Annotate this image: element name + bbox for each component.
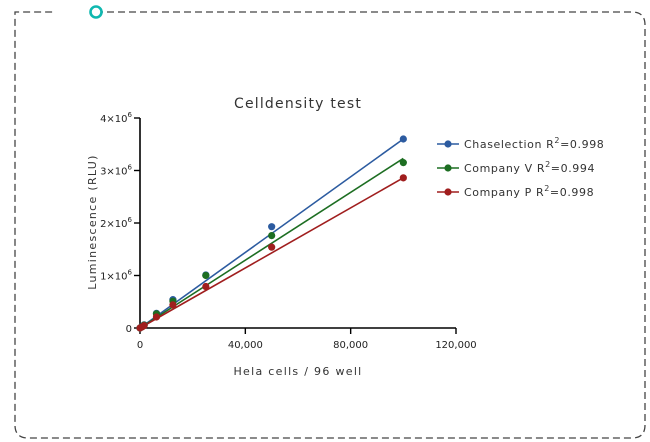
- legend-marker: [444, 188, 452, 196]
- data-point: [152, 313, 161, 321]
- x-tick-label: 120,000: [435, 340, 476, 351]
- legend-marker: [444, 140, 452, 148]
- legend-label: Company P R2=0.998: [464, 184, 594, 199]
- data-point: [169, 301, 177, 309]
- data-point: [399, 174, 407, 182]
- y-axis-title: Luminescence (RLU): [86, 154, 99, 290]
- dashed-border: [14, 11, 646, 439]
- legend-label: Company V R2=0.994: [464, 160, 595, 175]
- x-tick-label: 40,000: [228, 340, 263, 351]
- data-point: [268, 243, 276, 251]
- legend: Chaselection R2=0.998 Company V R2=0.994 C…: [437, 136, 604, 199]
- frame-start-marker-icon: [89, 5, 103, 19]
- data-point: [268, 223, 276, 231]
- x-axis-title: Hela cells / 96 well: [233, 365, 362, 378]
- legend-marker: [444, 164, 452, 172]
- fit-line: [139, 157, 404, 329]
- data-point: [202, 282, 210, 291]
- x-tick-label: 0: [137, 340, 143, 351]
- axes: 0 40,000 80,000 120,000 0 1×106 2×106 3×106 4×10…: [100, 111, 477, 351]
- y-tick-label: 1×106: [100, 269, 132, 283]
- data-point: [399, 135, 407, 143]
- data-points: [136, 135, 407, 332]
- fit-line: [139, 177, 404, 329]
- data-point: [399, 159, 407, 167]
- data-point: [140, 322, 148, 330]
- y-tick-label: 2×106: [100, 216, 132, 230]
- chart-title: Celldensity test: [234, 96, 362, 112]
- data-point: [268, 232, 276, 240]
- legend-label: Chaselection R2=0.998: [464, 136, 604, 151]
- y-tick-label: 4×106: [100, 111, 132, 125]
- y-tick-label: 0: [126, 324, 132, 335]
- data-point: [202, 271, 210, 280]
- y-tick-label: 3×106: [100, 164, 132, 178]
- x-tick-label: 80,000: [333, 340, 368, 351]
